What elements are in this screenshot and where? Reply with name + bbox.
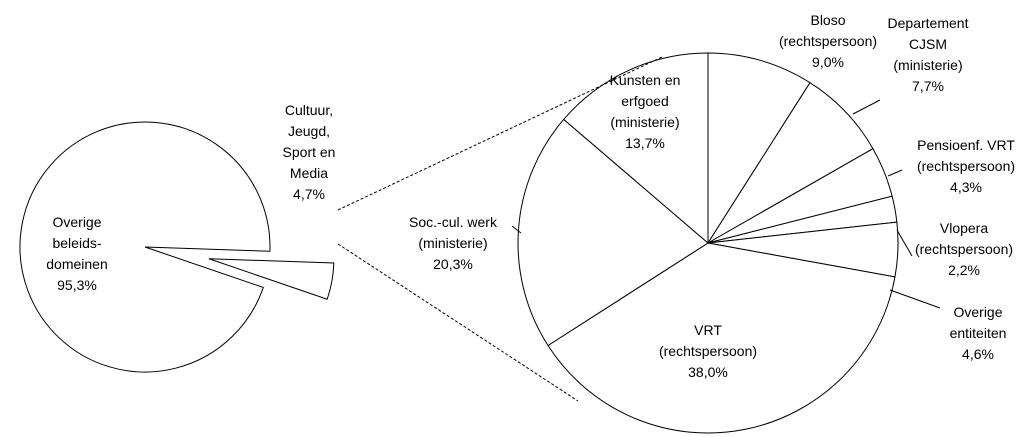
connector-line [337, 243, 579, 402]
category-label: Pensioenf. VRT (rechtspersoon) [916, 137, 1016, 174]
slice-label: Kunsten en erfgoed (ministerie) 13,7% [610, 70, 681, 154]
value-label: 9,0% [812, 54, 844, 70]
slice-label: Departement CJSM (ministerie) 7,7% [888, 13, 969, 97]
value-label: 4,6% [962, 346, 994, 362]
slice-label: Cultuur, Jeugd, Sport en Media 4,7% [283, 100, 336, 205]
pie-slice [208, 258, 335, 300]
pie-slice [19, 121, 271, 373]
value-label: 7,7% [912, 78, 944, 94]
slice-label: Soc.-cul. werk (ministerie) 20,3% [409, 212, 497, 275]
category-label: Departement CJSM (ministerie) [887, 15, 969, 73]
slice-label: Pensioenf. VRT (rechtspersoon) 4,3% [917, 135, 1015, 198]
category-label: Overige entiteiten [949, 304, 1007, 341]
category-label: Vlopera (rechtspersoon) [914, 220, 1014, 257]
slice-label: VRT (rechtspersoon) 38,0% [659, 320, 757, 383]
slice-label: Bloso (rechtspersoon) 9,0% [779, 10, 877, 73]
leader-line [896, 229, 913, 257]
leader-line [852, 99, 881, 115]
value-label: 95,3% [57, 277, 97, 293]
value-label: 13,7% [625, 135, 665, 151]
category-label: Kunsten en erfgoed (ministerie) [609, 72, 681, 130]
value-label: 4,3% [950, 179, 982, 195]
leader-line [511, 225, 522, 234]
pie-slice [517, 118, 709, 347]
category-label: Cultuur, Jeugd, Sport en Media [282, 102, 336, 181]
value-label: 20,3% [433, 256, 473, 272]
category-label: VRT (rechtspersoon) [658, 322, 758, 359]
connectors [337, 56, 941, 402]
category-label: Soc.-cul. werk (ministerie) [409, 214, 497, 251]
pie-slice [707, 82, 874, 244]
slice-label: Overige entiteiten 4,6% [950, 302, 1007, 365]
value-label: 38,0% [688, 364, 728, 380]
pie-slice [562, 52, 709, 245]
slice-label: Vlopera (rechtspersoon) 2,2% [915, 218, 1013, 281]
value-label: 2,2% [948, 262, 980, 278]
pie-slice [707, 52, 811, 245]
category-label: Bloso (rechtspersoon) [778, 12, 878, 49]
slice-label: Overige beleids- domeinen 95,3% [46, 212, 108, 296]
value-label: 4,7% [293, 186, 325, 202]
leader-line [889, 289, 941, 309]
leader-line [887, 169, 903, 177]
category-label: Overige beleids- domeinen [46, 214, 108, 272]
